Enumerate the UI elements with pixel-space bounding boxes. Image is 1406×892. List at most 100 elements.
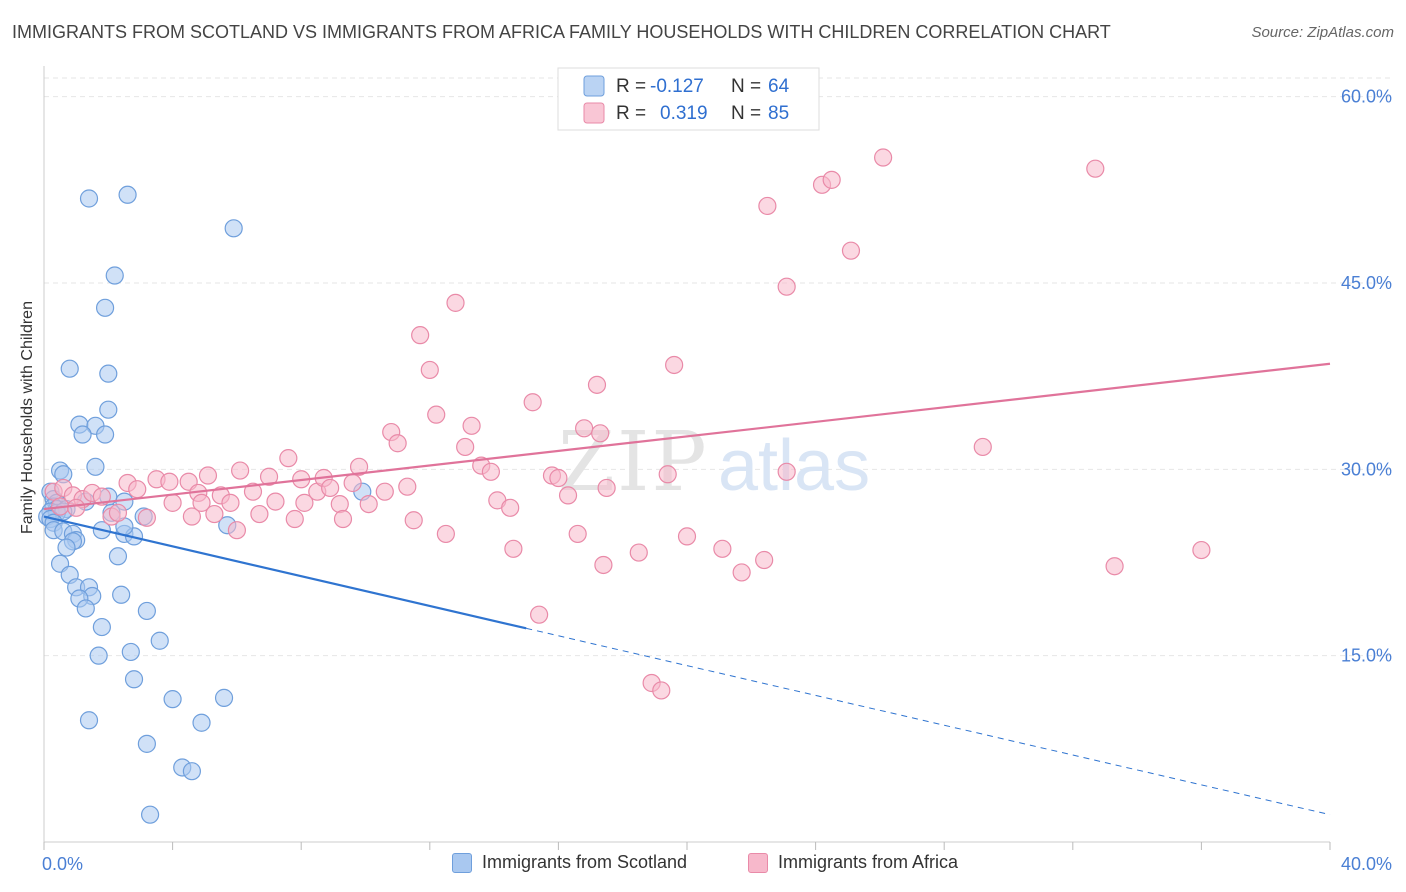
africa-point [321,478,340,498]
x-tick-label: 40.0% [1341,854,1392,874]
africa-point [594,555,613,575]
africa-point [841,241,861,260]
africa-point [575,419,594,438]
africa-point [330,495,349,514]
scotland-point [57,538,76,557]
legend-n-label-scotland: N = [731,76,761,97]
scotland-point [118,185,137,204]
africa-point [1086,159,1105,178]
africa-point [92,487,111,506]
gridlines [44,77,1392,657]
legend-swatch-africa-bottom [748,852,768,873]
legend-item-scotland[interactable]: Immigrants from Scotland [452,852,687,873]
africa-point [375,482,394,501]
africa-point [436,524,455,544]
legend-r-value-scotland: -0.127 [650,76,704,97]
legend-label-scotland: Immigrants from Scotland [482,852,688,872]
scotland-point [79,711,99,730]
africa-point [549,468,568,488]
africa-point [279,449,298,468]
africa-point [777,462,796,481]
y-tick-label: 60.0% [1341,87,1392,107]
scotland-point [73,425,92,444]
africa-point [160,472,179,491]
x-tick-label: 0.0% [42,854,83,874]
africa-point [398,477,417,496]
tick-labels: 15.0% 30.0% 45.0% 60.0% 0.0% 40.0% [42,87,1392,874]
africa-point [597,478,616,498]
africa-point [108,503,128,522]
africa-point [420,360,439,380]
africa-point [501,498,520,517]
legend-n-value-africa: 85 [768,103,789,124]
africa-point [481,462,500,481]
legend-r-value-africa: 0.319 [660,103,708,124]
scotland-point [224,219,243,238]
axes [43,66,1331,850]
africa-point [205,504,224,524]
scotland-point [105,266,124,285]
africa-point [530,605,549,624]
trend-lines [43,362,1331,816]
africa-point [973,437,992,457]
scotland-point [121,642,140,662]
africa-point [266,492,285,511]
africa-point [427,405,446,424]
africa-point [128,480,147,499]
scotland-point [150,631,169,650]
legend-top: R = -0.127 N = 64 R = 0.319 N = 85 [557,67,820,131]
africa-point [388,434,407,453]
africa-point [677,527,697,546]
africa-point [658,465,677,484]
scotland-point [76,599,95,618]
chart-title: IMMIGRANTS FROM SCOTLAND VS IMMIGRANTS F… [12,22,1111,42]
legend-item-africa[interactable]: Immigrants from Africa [748,852,958,873]
africa-point [629,543,648,562]
scotland-point [137,734,156,753]
africa-point [732,563,751,582]
scotland-point [182,762,201,781]
africa-point [343,473,362,493]
africa-point [456,437,475,457]
scotland-point [60,359,79,378]
series-africa-points [44,148,1211,700]
watermark-atlas: atlas [718,426,870,506]
africa-point [1105,557,1124,576]
scotland-point [192,713,211,732]
africa-point [713,539,732,558]
africa-point [777,277,796,296]
africa-point [231,461,250,480]
africa-point [591,424,610,443]
africa-point [349,457,369,476]
scotland-point [214,688,234,707]
legend-n-label-africa: N = [731,103,761,124]
africa-point [758,196,777,216]
africa-point [411,326,430,345]
africa-point [163,493,182,512]
africa-point [523,393,542,412]
legend-r-label-africa: R = [616,103,646,124]
legend-bottom: Immigrants from Scotland Immigrants from… [0,852,1406,876]
africa-point [250,504,269,524]
y-tick-label: 15.0% [1341,646,1392,666]
scotland-point [89,646,108,665]
africa-point [665,355,684,375]
africa-point [243,482,263,501]
legend-label-africa: Immigrants from Africa [778,852,959,872]
scotland-point [137,601,156,621]
scotland-point [92,617,111,637]
watermark: ZIP atlas [558,415,870,510]
scotland-point [163,690,182,709]
africa-point [822,170,841,189]
y-tick-label: 30.0% [1341,459,1392,479]
africa-point [504,539,523,558]
africa-point [198,466,218,485]
scotland-point [108,547,128,566]
scotland-point [124,670,144,689]
legend-swatch-scotland [583,75,605,97]
africa-point [446,293,465,312]
trend-line-scotland-extension [526,627,1331,816]
trend-line-scotland [43,515,527,630]
africa-point [192,493,211,512]
